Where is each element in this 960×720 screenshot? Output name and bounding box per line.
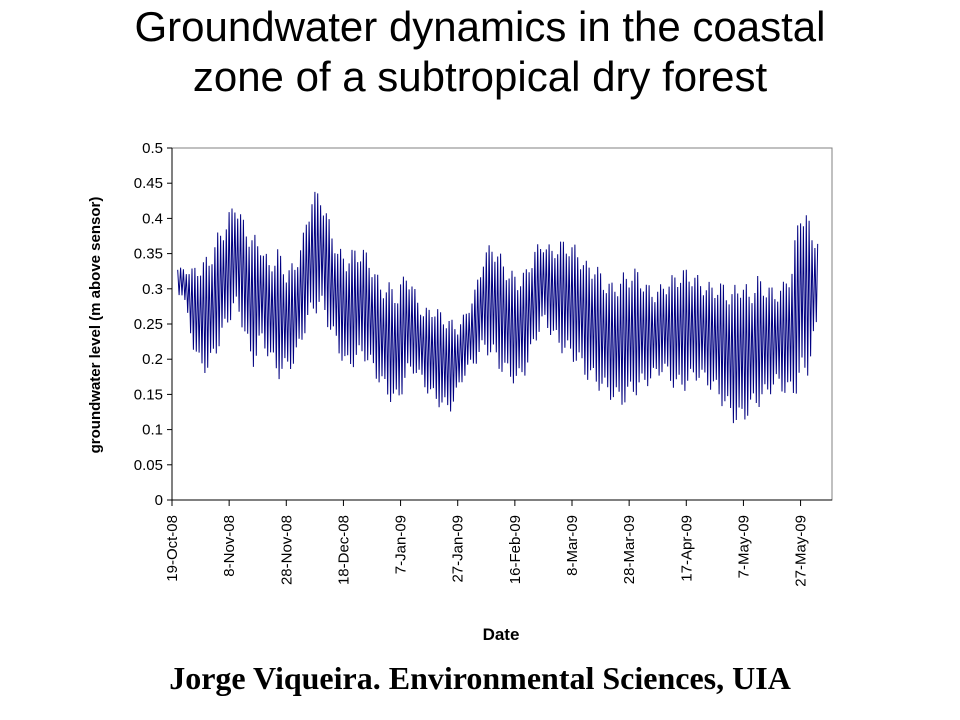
x-tick-label: 7-Jan-09	[393, 515, 410, 574]
series-line	[177, 191, 819, 424]
x-tick-label: 8-Mar-09	[564, 515, 581, 576]
y-tick-label: 0.45	[134, 175, 163, 192]
x-tick-label: 18-Dec-08	[335, 515, 352, 585]
y-tick-label: 0.05	[134, 457, 163, 474]
y-tick-label: 0.1	[142, 422, 163, 439]
slide-title: Groundwater dynamics in the coastal zone…	[0, 2, 960, 102]
x-tick-label: 27-May-09	[793, 515, 810, 587]
slide-title-line-1: Groundwater dynamics in the coastal	[134, 3, 826, 50]
y-tick-label: 0.15	[134, 386, 163, 403]
y-axis-title: groundwater level (m above sensor)	[87, 197, 104, 454]
x-axis-title: Date	[483, 625, 520, 644]
x-tick-label: 28-Nov-08	[278, 515, 295, 585]
slide-title-line-2: zone of a subtropical dry forest	[192, 53, 768, 100]
y-tick-label: 0.2	[142, 351, 163, 368]
x-tick-label: 7-May-09	[735, 515, 752, 578]
x-tick-label: 19-Oct-08	[164, 515, 181, 582]
plot-area	[171, 147, 833, 501]
x-tick-label: 17-Apr-09	[678, 515, 695, 582]
x-tick-label: 16-Feb-09	[507, 515, 524, 584]
y-tick-label: 0.25	[134, 316, 163, 333]
footer-credit: Jorge Viqueira. Environmental Sciences, …	[169, 660, 791, 696]
x-tick-label: 8-Nov-08	[221, 515, 238, 577]
y-tick-label: 0.3	[142, 281, 163, 298]
y-tick-label: 0.5	[142, 140, 163, 157]
x-tick-label: 28-Mar-09	[621, 515, 638, 584]
x-tick-label: 27-Jan-09	[450, 515, 467, 583]
y-tick-label: 0	[155, 492, 163, 509]
y-tick-label: 0.35	[134, 246, 163, 263]
y-tick-label: 0.4	[142, 210, 163, 227]
